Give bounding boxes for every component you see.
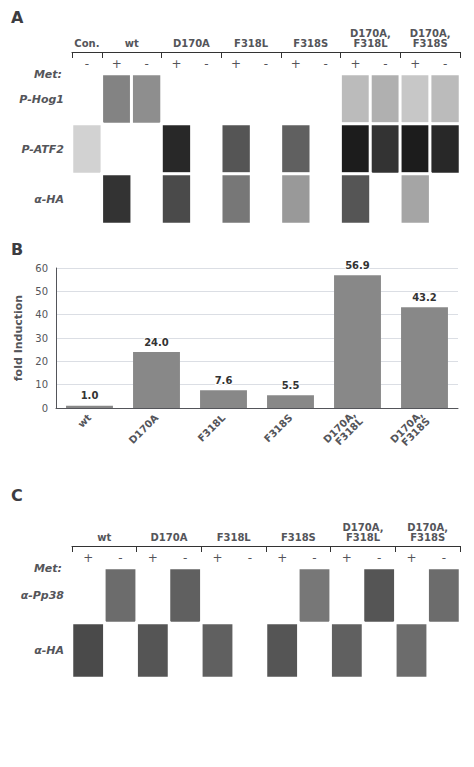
svg-text:wt: wt [76, 412, 94, 430]
svg-text:-: - [85, 57, 89, 71]
svg-text:+: + [112, 57, 122, 71]
svg-text:F318S: F318S [413, 38, 448, 49]
svg-text:-: - [144, 57, 148, 71]
svg-text:+: + [406, 551, 416, 565]
svg-text:-: - [118, 551, 122, 565]
svg-text:10: 10 [35, 379, 48, 390]
svg-text:fold Induction: fold Induction [12, 295, 25, 381]
svg-text:+: + [351, 57, 361, 71]
svg-text:5.5: 5.5 [282, 380, 300, 391]
svg-text:F318S: F318S [399, 416, 431, 448]
svg-text:D170A,: D170A, [350, 27, 391, 39]
svg-text:-: - [183, 551, 187, 565]
svg-text:F318L: F318L [234, 38, 269, 49]
svg-text:1.0: 1.0 [81, 390, 99, 401]
svg-text:α-HA: α-HA [34, 644, 64, 657]
svg-text:F318L: F318L [217, 532, 252, 543]
svg-text:α-HA: α-HA [34, 193, 64, 206]
svg-text:Met:: Met: [34, 562, 62, 575]
svg-text:Con.: Con. [74, 38, 99, 49]
svg-text:-: - [443, 57, 447, 71]
svg-text:30: 30 [35, 333, 48, 344]
svg-text:P-ATF2: P-ATF2 [21, 143, 64, 156]
svg-text:F318S: F318S [410, 532, 445, 543]
svg-text:50: 50 [35, 286, 48, 297]
svg-text:24.0: 24.0 [144, 337, 169, 348]
svg-text:D170A: D170A [127, 412, 161, 446]
svg-text:56.9: 56.9 [345, 260, 370, 271]
svg-text:F318L: F318L [333, 415, 365, 447]
svg-text:F318L: F318L [196, 412, 228, 444]
svg-text:+: + [83, 551, 93, 565]
svg-text:+: + [231, 57, 241, 71]
svg-text:P-Hog1: P-Hog1 [19, 93, 64, 106]
svg-text:+: + [342, 551, 352, 565]
svg-text:-: - [264, 57, 268, 71]
svg-text:D170A,: D170A, [407, 521, 449, 533]
svg-text:-: - [442, 551, 446, 565]
svg-text:0: 0 [42, 403, 48, 414]
svg-text:+: + [291, 57, 301, 71]
svg-text:α-Pp38: α-Pp38 [21, 589, 65, 602]
svg-text:D170A,: D170A, [321, 408, 358, 446]
svg-text:F318S: F318S [281, 532, 316, 543]
svg-text:-: - [324, 57, 328, 71]
svg-text:-: - [383, 57, 387, 71]
svg-text:wt: wt [97, 532, 111, 543]
svg-text:F318L: F318L [353, 38, 388, 49]
svg-text:7.6: 7.6 [215, 375, 233, 386]
svg-text:40: 40 [35, 309, 48, 320]
svg-text:20: 20 [35, 356, 48, 367]
svg-text:F318L: F318L [346, 532, 381, 543]
svg-text:-: - [377, 551, 381, 565]
svg-text:B: B [11, 240, 23, 259]
svg-text:43.2: 43.2 [412, 292, 437, 303]
svg-text:wt: wt [125, 38, 139, 49]
svg-text:D170A: D170A [151, 532, 188, 543]
svg-text:-: - [312, 551, 316, 565]
svg-text:C: C [11, 486, 23, 505]
svg-text:-: - [204, 57, 208, 71]
svg-text:A: A [11, 8, 24, 27]
svg-text:60: 60 [35, 263, 48, 274]
svg-text:D170A,: D170A, [409, 27, 451, 39]
svg-text:+: + [171, 57, 181, 71]
svg-text:D170A: D170A [173, 38, 210, 49]
svg-text:F318S: F318S [293, 38, 328, 49]
svg-text:+: + [148, 551, 158, 565]
svg-text:D170A,: D170A, [388, 408, 425, 446]
svg-text:+: + [277, 551, 287, 565]
svg-text:+: + [410, 57, 420, 71]
svg-text:+: + [212, 551, 222, 565]
svg-text:D170A,: D170A, [342, 521, 384, 533]
svg-text:F318S: F318S [262, 412, 294, 444]
svg-text:Met:: Met: [34, 68, 62, 81]
svg-text:-: - [248, 551, 252, 565]
